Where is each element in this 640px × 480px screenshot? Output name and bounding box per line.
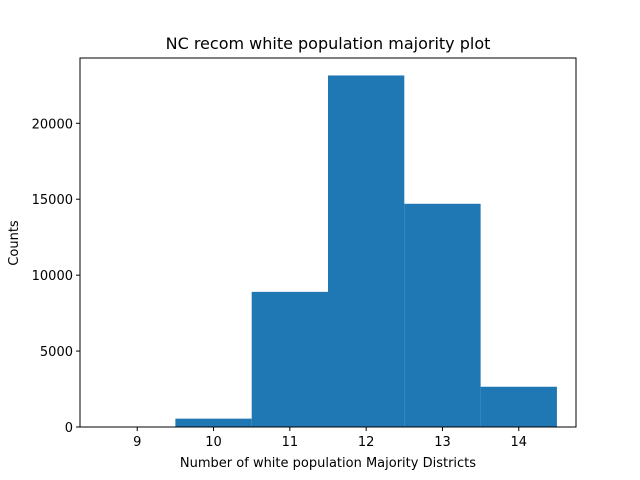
histogram-bar-0 <box>175 418 252 427</box>
histogram-bar-1 <box>251 291 328 427</box>
y-axis-title: Counts <box>7 220 22 266</box>
histogram-bar-4 <box>480 386 557 427</box>
y-tick-label: 5000 <box>40 345 73 360</box>
x-tick-label: 14 <box>510 435 527 450</box>
chart-title: NC recom white population majority plot <box>166 34 491 53</box>
y-tick-label: 0 <box>65 421 73 436</box>
histogram-bar-3 <box>404 203 481 427</box>
x-tick-label: 11 <box>282 435 299 450</box>
x-tick-label: 13 <box>434 435 451 450</box>
x-tick-label: 12 <box>358 435 375 450</box>
x-axis-ticks: 9 10 11 12 13 14 <box>133 427 527 450</box>
bars-group <box>175 75 557 428</box>
y-tick-label: 15000 <box>32 193 73 208</box>
y-tick-label: 20000 <box>32 117 73 132</box>
x-tick-label: 10 <box>205 435 222 450</box>
x-axis-title: Number of white population Majority Dist… <box>180 456 476 471</box>
y-tick-label: 10000 <box>32 269 73 284</box>
x-tick-label: 9 <box>133 435 141 450</box>
histogram-bar-2 <box>328 75 405 428</box>
y-axis-ticks: 0 5000 10000 15000 20000 <box>32 117 80 436</box>
plot-area-frame <box>79 57 577 428</box>
